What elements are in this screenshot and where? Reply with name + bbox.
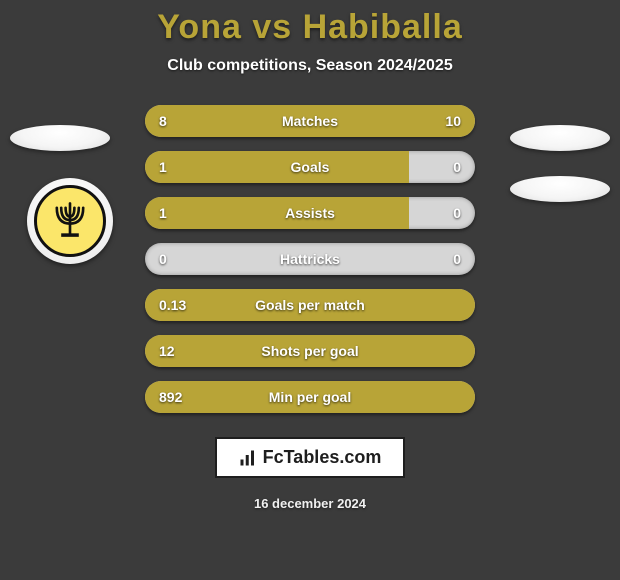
stat-row: 8 Matches 10 bbox=[145, 105, 475, 137]
stat-row: 1 Goals 0 bbox=[145, 151, 475, 183]
stat-value-left: 1 bbox=[159, 159, 167, 175]
stat-bar-left bbox=[145, 151, 409, 183]
stat-label: Goals bbox=[291, 159, 330, 175]
stat-row: 892 Min per goal bbox=[145, 381, 475, 413]
page-title: Yona vs Habiballa bbox=[157, 8, 462, 47]
stat-value-left: 892 bbox=[159, 389, 182, 405]
player1-club-crest-icon bbox=[27, 178, 113, 264]
stat-row: 12 Shots per goal bbox=[145, 335, 475, 367]
stat-rows: 8 Matches 10 1 Goals 0 1 Assists 0 0 Hattricks 0 0.1… bbox=[145, 105, 475, 413]
stat-value-right: 0 bbox=[453, 251, 461, 267]
stat-label: Hattricks bbox=[280, 251, 340, 267]
stat-value-left: 1 bbox=[159, 205, 167, 221]
stat-label: Min per goal bbox=[269, 389, 351, 405]
stat-label: Shots per goal bbox=[261, 343, 358, 359]
stat-value-right: 0 bbox=[453, 159, 461, 175]
stat-value-left: 0.13 bbox=[159, 297, 186, 313]
stat-value-right: 10 bbox=[445, 113, 461, 129]
stat-value-right: 0 bbox=[453, 205, 461, 221]
menorah-icon bbox=[48, 199, 92, 243]
stat-value-left: 0 bbox=[159, 251, 167, 267]
stat-value-left: 12 bbox=[159, 343, 175, 359]
stat-label: Goals per match bbox=[255, 297, 365, 313]
subtitle: Club competitions, Season 2024/2025 bbox=[167, 57, 452, 75]
brand-text: FcTables.com bbox=[263, 447, 382, 468]
crest-ring bbox=[34, 185, 106, 257]
brand-badge: FcTables.com bbox=[215, 437, 406, 478]
stat-value-left: 8 bbox=[159, 113, 167, 129]
stat-label: Matches bbox=[282, 113, 338, 129]
comparison-card: Yona vs Habiballa Club competitions, Sea… bbox=[0, 0, 620, 580]
stat-bar-left bbox=[145, 197, 409, 229]
stat-row: 0 Hattricks 0 bbox=[145, 243, 475, 275]
player2-placeholder-icon bbox=[510, 125, 610, 151]
stat-label: Assists bbox=[285, 205, 335, 221]
stat-row: 1 Assists 0 bbox=[145, 197, 475, 229]
stat-row: 0.13 Goals per match bbox=[145, 289, 475, 321]
datestamp: 16 december 2024 bbox=[254, 496, 366, 511]
bar-chart-icon bbox=[239, 449, 257, 467]
player2-club-placeholder-icon bbox=[510, 176, 610, 202]
player1-placeholder-icon bbox=[10, 125, 110, 151]
